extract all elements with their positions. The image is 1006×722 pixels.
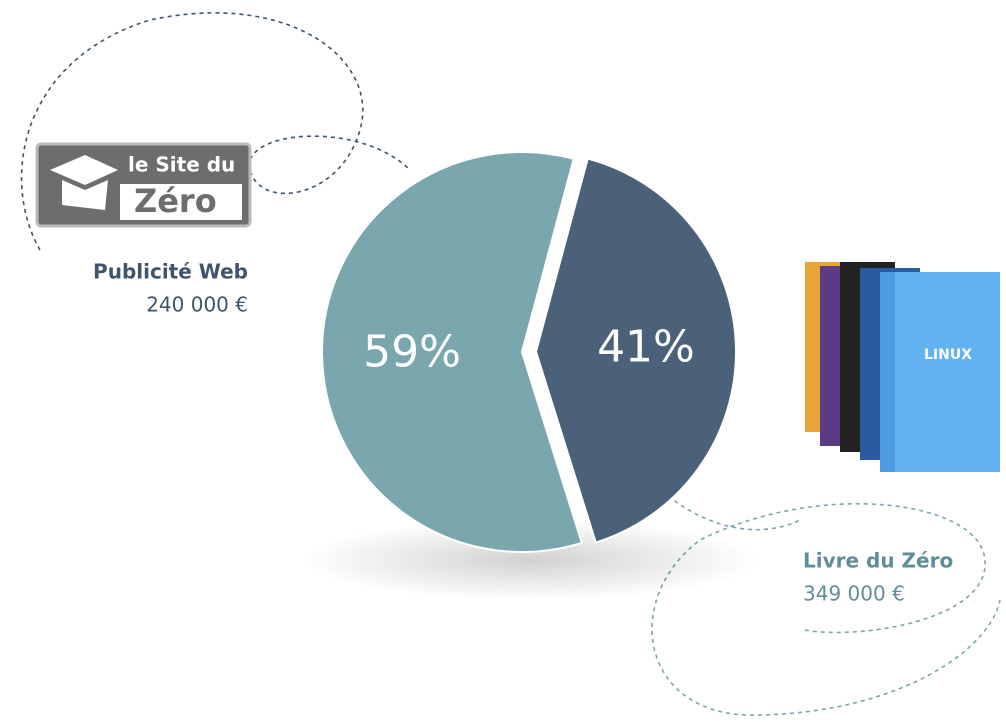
slice-label: 41% bbox=[597, 321, 695, 372]
site-logo: le Site du Zéro bbox=[35, 142, 252, 228]
logo-text: le Site du bbox=[128, 153, 235, 177]
category-label: Publicité Web bbox=[93, 260, 248, 284]
logo-text: Zéro bbox=[134, 182, 217, 220]
slice-label: 59% bbox=[363, 326, 461, 377]
amount-label: 349 000 € bbox=[803, 582, 905, 606]
pie-slice bbox=[534, 157, 737, 544]
decor-curve bbox=[20, 12, 411, 251]
pie-shadow bbox=[300, 520, 760, 600]
amount-label: 240 000 € bbox=[146, 293, 248, 317]
pie-slice bbox=[321, 151, 584, 553]
category-label: Livre du Zéro bbox=[803, 549, 953, 573]
books-image: LINUX bbox=[805, 262, 1000, 472]
pie bbox=[321, 151, 737, 553]
book-title: LINUX bbox=[924, 347, 972, 363]
